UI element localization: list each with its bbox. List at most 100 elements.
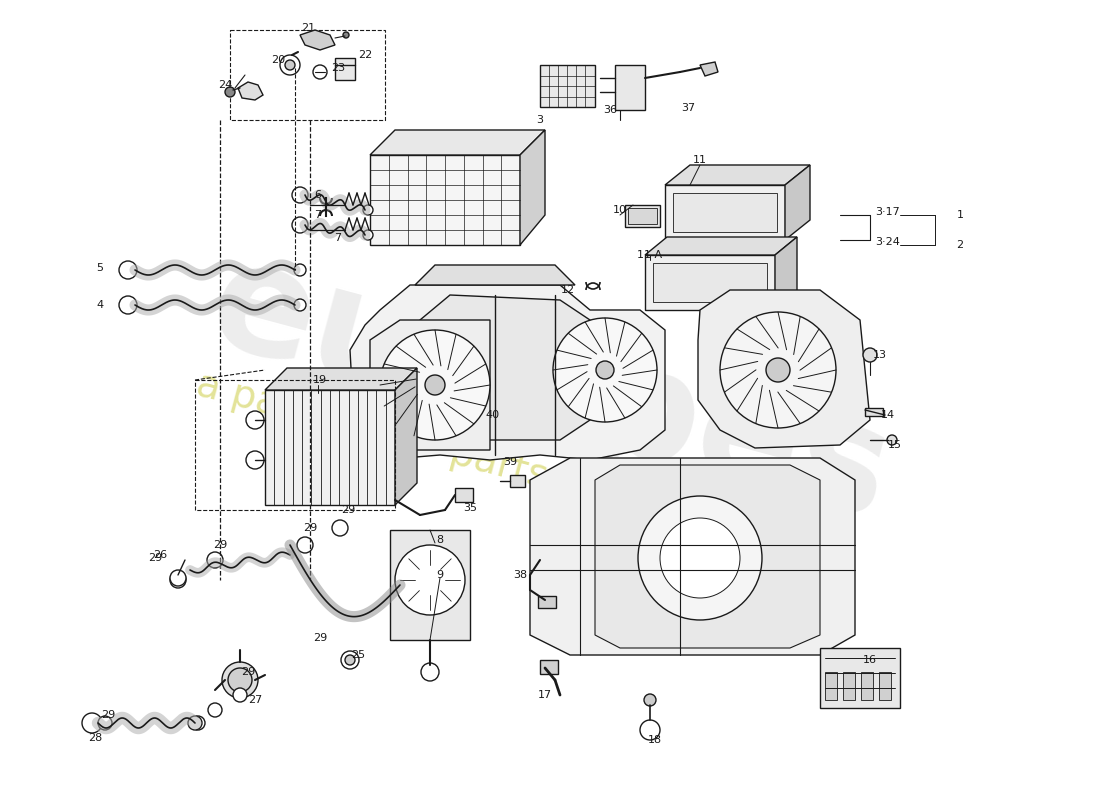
Polygon shape [666, 165, 810, 185]
Polygon shape [698, 290, 870, 448]
Bar [825, 672, 837, 700]
Circle shape [292, 217, 308, 233]
Circle shape [341, 651, 359, 669]
Circle shape [395, 545, 465, 615]
Bar [645, 255, 775, 310]
Circle shape [246, 451, 264, 469]
Circle shape [596, 361, 614, 379]
Circle shape [207, 552, 223, 568]
Text: 9: 9 [437, 570, 443, 580]
Text: 3·17: 3·17 [876, 207, 901, 217]
Text: 28: 28 [88, 733, 102, 743]
Circle shape [343, 32, 349, 38]
Bar [865, 408, 883, 416]
Text: 24: 24 [218, 80, 232, 90]
Bar [843, 672, 855, 700]
Bar [370, 155, 520, 245]
Circle shape [297, 537, 313, 553]
Circle shape [345, 655, 355, 665]
Circle shape [294, 299, 306, 311]
Text: 11: 11 [693, 155, 707, 165]
Polygon shape [700, 62, 718, 76]
Circle shape [222, 662, 258, 698]
Text: 29: 29 [213, 540, 227, 550]
Text: 22: 22 [358, 50, 372, 60]
Circle shape [640, 720, 660, 740]
Circle shape [660, 518, 740, 598]
Text: 7: 7 [334, 233, 342, 243]
Text: 29: 29 [147, 553, 162, 563]
Text: 29: 29 [302, 523, 317, 533]
Bar [455, 488, 473, 502]
Circle shape [864, 348, 877, 362]
Polygon shape [530, 458, 855, 655]
Circle shape [233, 688, 248, 702]
Text: 40: 40 [485, 410, 499, 420]
Bar [265, 390, 395, 505]
Circle shape [887, 435, 896, 445]
Bar [861, 672, 873, 700]
Circle shape [638, 496, 762, 620]
Bar [666, 185, 785, 240]
Text: 18: 18 [648, 735, 662, 745]
Text: europes: europes [195, 228, 905, 552]
Text: 39: 39 [503, 457, 517, 467]
Circle shape [226, 87, 235, 97]
Polygon shape [370, 320, 490, 450]
Circle shape [228, 668, 252, 692]
Text: 13: 13 [873, 350, 887, 360]
Text: 5: 5 [97, 263, 103, 273]
Polygon shape [776, 237, 798, 310]
Circle shape [119, 296, 138, 314]
Text: 23: 23 [331, 63, 345, 73]
Text: 16: 16 [864, 655, 877, 665]
Circle shape [766, 358, 790, 382]
Bar [195, 380, 395, 510]
Circle shape [188, 716, 202, 730]
Circle shape [208, 703, 222, 717]
Polygon shape [350, 285, 666, 460]
Circle shape [363, 205, 373, 215]
Circle shape [314, 65, 327, 79]
Bar [390, 530, 470, 640]
Text: 15: 15 [888, 440, 902, 450]
Polygon shape [595, 465, 820, 648]
Circle shape [246, 411, 264, 429]
Bar [230, 30, 385, 120]
Polygon shape [395, 368, 417, 505]
Circle shape [119, 261, 138, 279]
Circle shape [720, 312, 836, 428]
Bar [653, 263, 767, 302]
Text: 21: 21 [301, 23, 315, 33]
Polygon shape [370, 130, 544, 155]
Text: 8: 8 [437, 535, 443, 545]
Circle shape [82, 713, 102, 733]
Bar [628, 208, 657, 224]
Circle shape [292, 187, 308, 203]
Polygon shape [415, 265, 575, 285]
Text: 12: 12 [561, 285, 575, 295]
Circle shape [553, 318, 657, 422]
Text: 1: 1 [957, 210, 964, 220]
Circle shape [170, 570, 186, 586]
Text: 3·24: 3·24 [876, 237, 901, 247]
Bar [540, 65, 595, 107]
Circle shape [170, 572, 186, 588]
Polygon shape [238, 82, 263, 100]
Text: 6: 6 [315, 190, 321, 200]
Text: 20: 20 [271, 55, 285, 65]
Text: 10: 10 [613, 205, 627, 215]
Circle shape [363, 230, 373, 240]
Text: 29: 29 [241, 667, 255, 677]
Polygon shape [265, 368, 417, 390]
Circle shape [379, 330, 490, 440]
Text: 14: 14 [881, 410, 895, 420]
Circle shape [294, 264, 306, 276]
Text: 29: 29 [341, 505, 355, 515]
Circle shape [425, 375, 446, 395]
Polygon shape [785, 165, 810, 240]
Text: 26: 26 [153, 550, 167, 560]
Circle shape [644, 694, 656, 706]
Circle shape [191, 716, 205, 730]
Text: 35: 35 [463, 503, 477, 513]
